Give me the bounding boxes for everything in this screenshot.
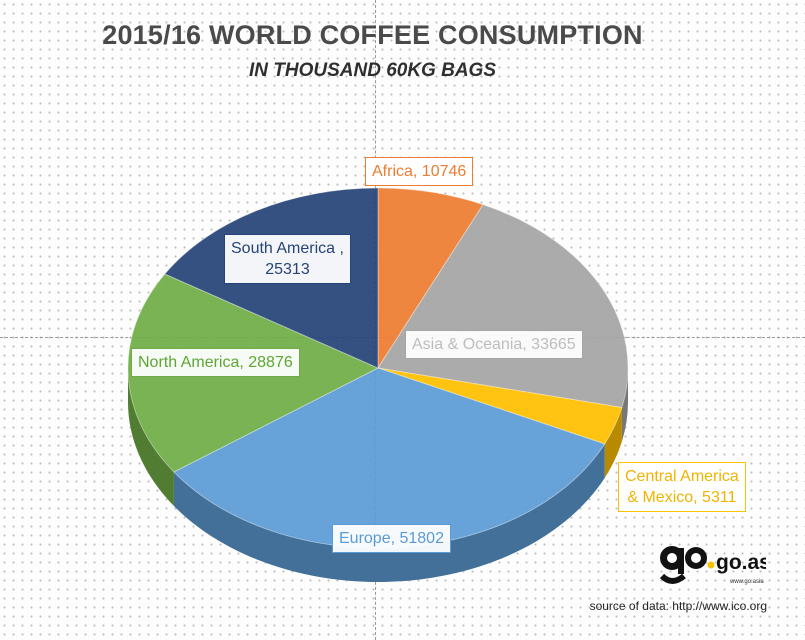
pie-slice-africa bbox=[377, 187, 484, 370]
data-label-africa: Africa, 10746 bbox=[365, 157, 474, 186]
data-label-south-america: South America , 25313 bbox=[224, 234, 351, 284]
chart-title: 2015/16 WORLD COFFEE CONSUMPTION bbox=[102, 20, 643, 50]
chart-subtitle: IN THOUSAND 60KG BAGS bbox=[248, 60, 497, 81]
pie-slice-central-america-mexico bbox=[377, 367, 623, 445]
source-note: source of data: http://www.ico.org bbox=[589, 599, 767, 613]
data-label-europe: Europe, 51802 bbox=[332, 524, 451, 553]
pie-side-central-america-mexico bbox=[604, 407, 622, 478]
data-label-asia-oceania: Asia & Oceania, 33665 bbox=[405, 330, 583, 359]
logo-subtext: www.go.asia bbox=[729, 579, 764, 585]
data-label-north-america: North America, 28876 bbox=[131, 348, 300, 377]
pie-side-asia-oceania bbox=[621, 368, 628, 442]
go-asia-logo: go.asia www.go.asia bbox=[659, 546, 766, 585]
data-label-central-america-mexico: Central America & Mexico, 5311 bbox=[618, 462, 746, 512]
pie-side-north-america bbox=[128, 368, 174, 506]
pie-side-europe bbox=[173, 443, 605, 583]
logo-text: go.asia bbox=[716, 551, 766, 574]
